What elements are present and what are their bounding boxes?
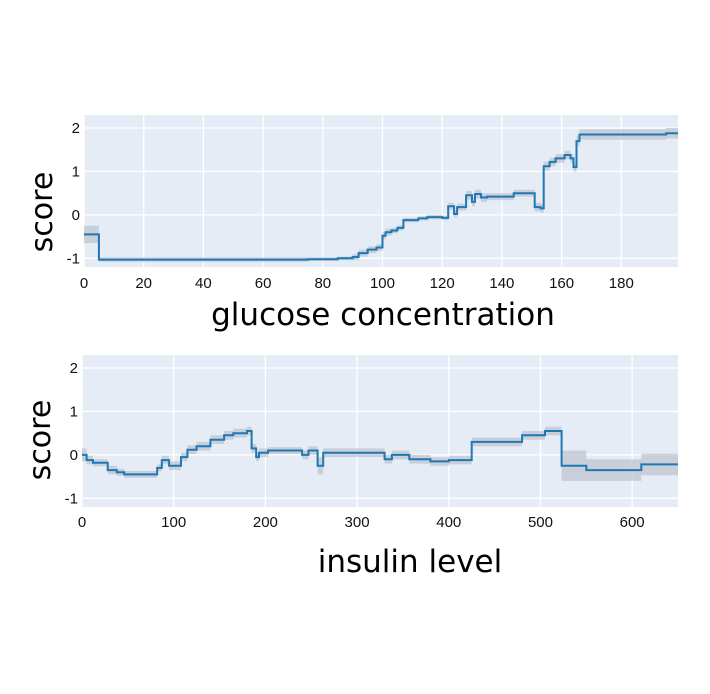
chart1-y-tick-label: 0 xyxy=(72,207,80,224)
chart2-x-tick-label: 200 xyxy=(253,514,278,531)
chart2-x-tick-label: 0 xyxy=(78,514,86,531)
chart1-score-line xyxy=(84,132,678,261)
chart1-x-tick-label: 60 xyxy=(255,275,272,292)
chart2-confidence-band xyxy=(82,426,678,481)
chart2-y-axis-title: score xyxy=(23,400,58,481)
chart1-x-tick-label: 100 xyxy=(370,275,395,292)
chart2-y-tick-label: 0 xyxy=(70,447,78,464)
chart2-x-tick-label: 100 xyxy=(161,514,186,531)
chart1-x-tick-label: 80 xyxy=(314,275,331,292)
chart2-y-tick-label: 1 xyxy=(70,403,78,420)
chart2-x-tick-label: 600 xyxy=(620,514,645,531)
chart1-y-tick-label: 1 xyxy=(72,163,80,180)
chart1-y-tick-label: 2 xyxy=(72,120,80,137)
chart1-x-tick-label: 0 xyxy=(80,275,88,292)
chart1-x-tick-label: 180 xyxy=(609,275,634,292)
chart2-plot-background xyxy=(82,355,678,507)
chart2-x-tick-label: 500 xyxy=(528,514,553,531)
chart2-x-axis-title: insulin level xyxy=(318,544,503,580)
chart1-x-tick-label: 40 xyxy=(195,275,212,292)
chart2-x-tick-label: 300 xyxy=(345,514,370,531)
chart1-x-tick-label: 160 xyxy=(549,275,574,292)
chart1-y-axis-title: score xyxy=(25,172,60,253)
chart1-x-tick-label: 120 xyxy=(430,275,455,292)
chart1-x-tick-label: 140 xyxy=(489,275,514,292)
chart2-score-line xyxy=(82,430,678,476)
chart1-y-tick-label: -1 xyxy=(67,250,80,267)
chart2-x-tick-label: 400 xyxy=(436,514,461,531)
chart1-x-axis-title: glucose concentration xyxy=(211,297,555,333)
chart1-x-tick-label: 20 xyxy=(135,275,152,292)
chart2-y-tick-label: 2 xyxy=(70,360,78,377)
chart2-y-tick-label: -1 xyxy=(65,490,78,507)
